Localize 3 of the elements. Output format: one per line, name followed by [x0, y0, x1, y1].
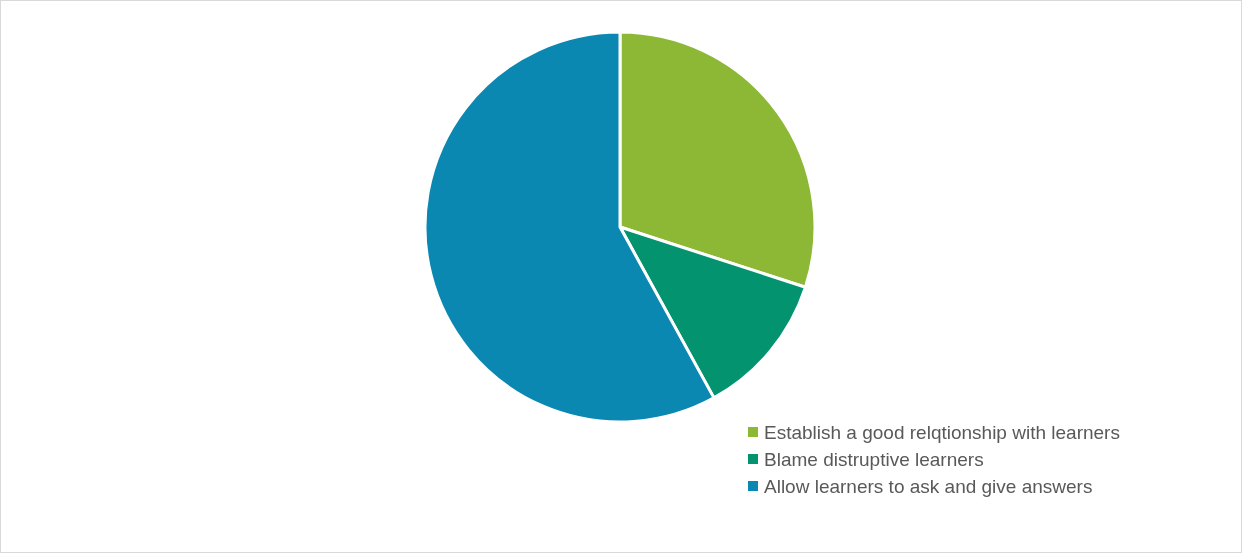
legend-label: Blame distruptive learners [764, 448, 984, 470]
legend-label: Allow learners to ask and give answers [764, 475, 1093, 497]
legend-label: Establish a good relqtionship with learners [764, 421, 1120, 443]
